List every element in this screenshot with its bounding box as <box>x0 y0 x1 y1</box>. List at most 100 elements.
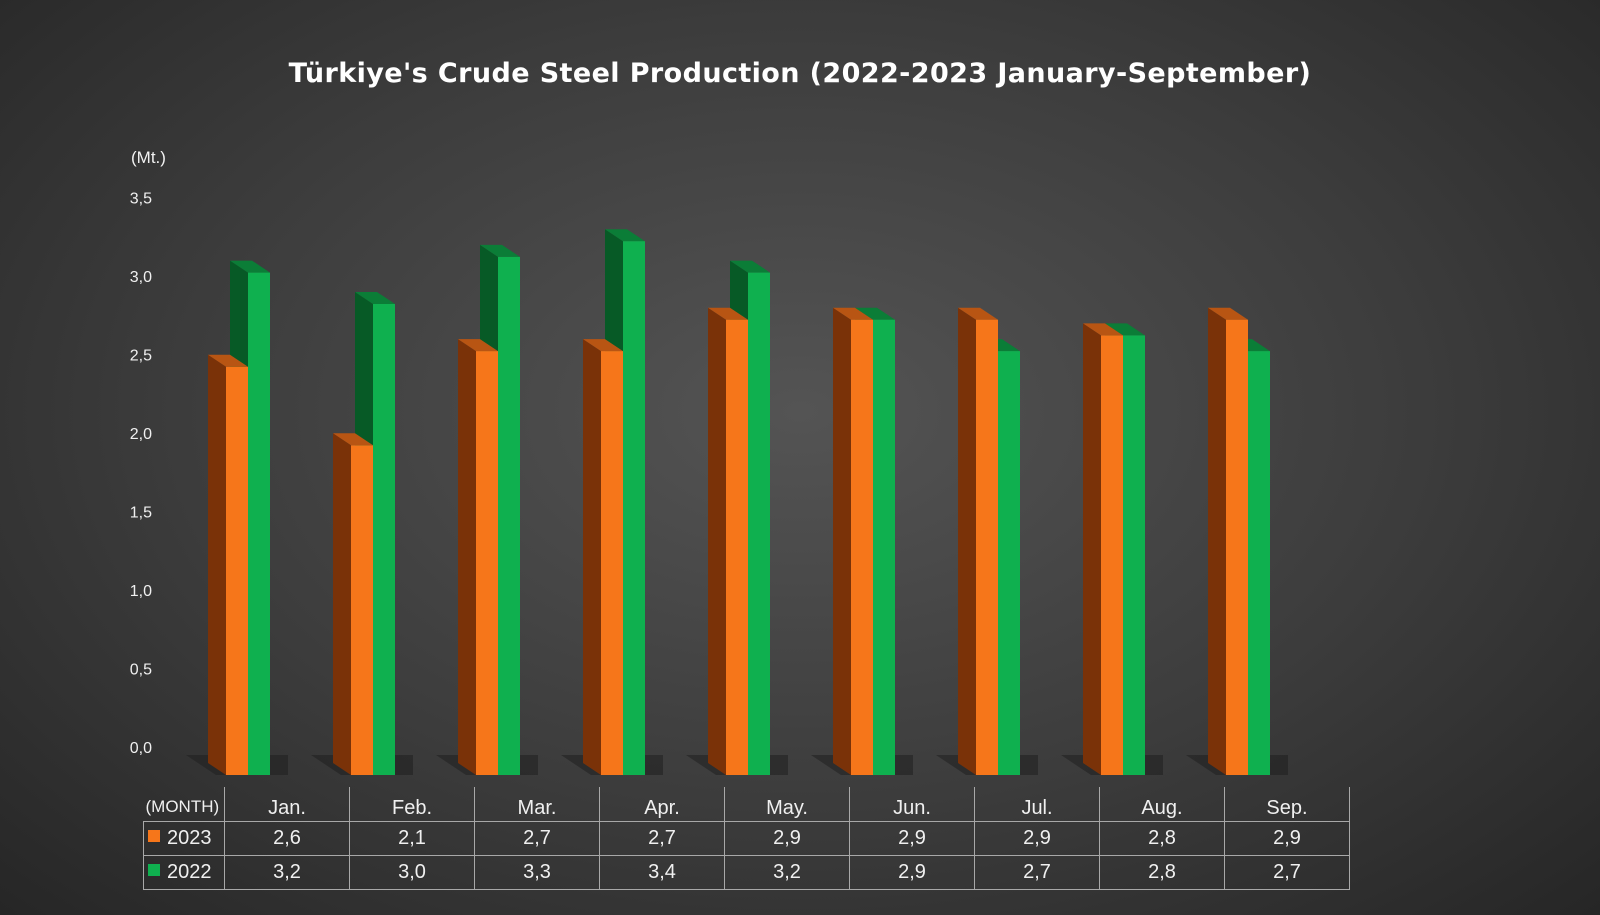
bar-front <box>1101 335 1123 775</box>
data-label: 2,9 <box>849 854 975 890</box>
y-tick-label: 0,5 <box>130 662 152 679</box>
bar-front <box>1226 319 1248 775</box>
bar-front <box>601 351 623 775</box>
bar-top <box>333 433 373 446</box>
month-label: Aug. <box>1099 787 1225 821</box>
data-label: 3,4 <box>599 854 725 890</box>
bar-front <box>351 445 373 775</box>
bar-side <box>958 307 976 775</box>
legend-label: 2022 <box>167 860 212 883</box>
bar-top <box>208 354 248 367</box>
month-label: Jan. <box>224 787 350 821</box>
legend-key-2022 <box>148 864 160 877</box>
bar-side <box>1083 323 1101 775</box>
bar-front <box>1123 335 1145 775</box>
data-label: 2,8 <box>1099 854 1225 890</box>
bar-front <box>998 351 1020 775</box>
month-label: Jun. <box>849 787 975 821</box>
data-label: 2,9 <box>1224 820 1350 856</box>
month-label: Feb. <box>349 787 475 821</box>
month-label: May. <box>724 787 850 821</box>
bar-top <box>1083 323 1123 336</box>
bar-2023-mar <box>458 339 498 775</box>
data-label: 2,9 <box>724 820 850 856</box>
bar-front <box>726 319 748 775</box>
y-axis-unit-label: (Mt.) <box>131 148 166 167</box>
bar-2023-feb <box>333 433 373 775</box>
bar-front <box>498 256 520 775</box>
data-label: 2,9 <box>849 820 975 856</box>
bar-2023-jul <box>958 307 998 775</box>
month-label: Apr. <box>599 787 725 821</box>
bar-top <box>833 307 873 320</box>
bar-top <box>1105 323 1145 336</box>
y-tick-label: 3,0 <box>130 269 152 286</box>
bar-front <box>373 304 395 775</box>
bar-front <box>226 366 248 775</box>
data-label: 2,7 <box>974 854 1100 890</box>
data-label: 3,3 <box>474 854 600 890</box>
data-label: 3,0 <box>349 854 475 890</box>
y-tick-label: 2,5 <box>130 348 152 365</box>
bar-2023-may <box>708 307 748 775</box>
legend-entry-2022: 2022 <box>143 854 225 890</box>
month-label: Mar. <box>474 787 600 821</box>
data-label: 3,2 <box>724 854 850 890</box>
bar-top <box>355 292 395 304</box>
bar-top <box>708 307 748 320</box>
legend-key-2023 <box>148 830 160 843</box>
bar-side <box>208 354 226 775</box>
bar-top <box>958 307 998 320</box>
bar-front <box>873 319 895 775</box>
bar-top <box>458 339 498 352</box>
chart-data-table: (MONTH) Jan. Feb. Mar. Apr. May. Jun. Ju… <box>143 787 1350 890</box>
y-tick-label: 2,0 <box>130 426 152 443</box>
bar-2023-jun <box>833 307 873 775</box>
bar-front <box>248 272 270 775</box>
bar-front <box>623 241 645 775</box>
bar-side <box>333 433 351 775</box>
month-header-label: (MONTH) <box>145 796 220 816</box>
data-label: 2,9 <box>974 820 1100 856</box>
y-tick-label: 0,0 <box>130 740 152 757</box>
data-label: 2,8 <box>1099 820 1225 856</box>
data-label: 2,1 <box>349 820 475 856</box>
bar-top <box>1208 307 1248 320</box>
bar-front <box>1248 351 1270 775</box>
data-label: 3,2 <box>224 854 350 890</box>
bar-front <box>476 351 498 775</box>
data-label: 2,7 <box>474 820 600 856</box>
bar-2023-apr <box>583 339 623 775</box>
bar-side <box>708 307 726 775</box>
bar-2023-aug <box>1083 323 1123 775</box>
bar-front <box>851 319 873 775</box>
data-table-row-2022: 2022 3,2 3,0 3,3 3,4 3,2 2,9 2,7 2,8 2,7 <box>143 854 1350 890</box>
bar-side <box>833 307 851 775</box>
chart-title: Türkiye's Crude Steel Production (2022-2… <box>288 58 1312 89</box>
bar-front <box>976 319 998 775</box>
data-label: 2,6 <box>224 820 350 856</box>
bar-side <box>1208 307 1226 775</box>
data-table-header-row: (MONTH) Jan. Feb. Mar. Apr. May. Jun. Ju… <box>144 787 1350 821</box>
legend-entry-2023: 2023 <box>143 820 225 856</box>
bar-2023-sep <box>1208 307 1248 775</box>
data-label: 2,7 <box>1224 854 1350 890</box>
legend-label: 2023 <box>167 826 212 849</box>
bar-side <box>458 339 476 775</box>
month-label: Jul. <box>974 787 1100 821</box>
bar-top <box>605 229 645 242</box>
y-tick-label: 3,5 <box>130 191 152 208</box>
bar-top <box>230 260 270 273</box>
bar-front <box>748 272 770 775</box>
bar-top <box>730 260 770 273</box>
chart-bars <box>208 229 1270 776</box>
y-tick-label: 1,0 <box>130 583 152 600</box>
bar-top <box>583 339 623 352</box>
data-label: 2,7 <box>599 820 725 856</box>
bar-2023-jan <box>208 354 248 775</box>
y-axis-ticks: 0,0 0,5 1,0 1,5 2,0 2,5 3,0 3,5 <box>130 191 152 758</box>
bar-side <box>583 339 601 775</box>
y-tick-label: 1,5 <box>130 505 152 522</box>
bar-top <box>855 307 895 320</box>
